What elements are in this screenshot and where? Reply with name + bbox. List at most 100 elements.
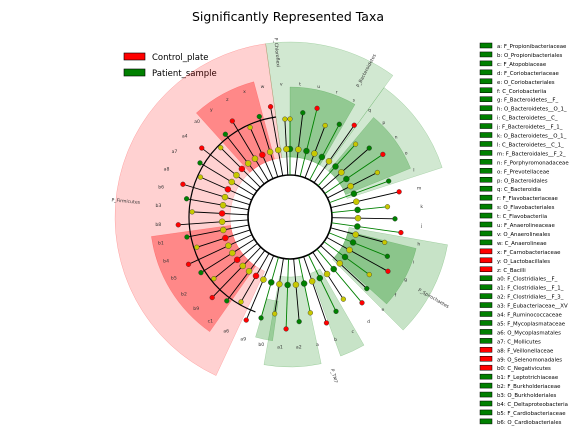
- tree-branch: [308, 254, 337, 312]
- taxa-label: q: C_Bacteroidia: [497, 187, 541, 193]
- sector-label: b0: [258, 342, 264, 348]
- clade-sector: [324, 87, 443, 199]
- taxa-label: s: O_Flavobacteriales: [497, 205, 555, 211]
- tree-branch: [199, 162, 255, 196]
- sector-label: r: [336, 90, 338, 96]
- tree-node: [392, 216, 398, 222]
- sector-label: s: [353, 98, 356, 103]
- clade-label: P_Chloroflexi: [272, 38, 281, 68]
- taxa-label: b3: O_Burkholderiales: [497, 393, 557, 399]
- taxa-swatch: [479, 338, 493, 344]
- tree-node: [266, 148, 274, 156]
- taxa-swatch: [479, 221, 493, 228]
- taxa-swatch: [479, 400, 493, 407]
- sector-label: a2: [296, 345, 302, 351]
- tree-node: [197, 174, 204, 180]
- tree-branch: [260, 257, 279, 319]
- tree-node: [260, 276, 267, 283]
- taxa-label: w: C_Anaerolineae: [497, 241, 547, 247]
- taxa-swatch: [479, 78, 493, 85]
- sector-label: a7: [172, 149, 178, 155]
- taxa-swatch: [479, 123, 493, 129]
- taxa-swatch: [479, 257, 493, 264]
- tree-node: [274, 146, 282, 154]
- cladogram-tree: [175, 104, 404, 332]
- sector-label: i: [413, 260, 414, 266]
- tree-branch: [186, 224, 249, 238]
- tree-branch: [188, 234, 253, 265]
- taxa-swatch: [479, 141, 493, 147]
- legend-swatch-patient-sample: [123, 68, 146, 77]
- sector-label: c1: [208, 318, 214, 324]
- tree-node: [308, 278, 316, 285]
- tree-branch: [211, 246, 262, 298]
- taxa-label: k: O_Bacteroidetes__O_1_: [497, 134, 567, 140]
- taxa-swatch: [479, 96, 493, 102]
- taxa-label: e: O_Coriobacteriales: [497, 80, 555, 86]
- tree-node: [374, 169, 380, 176]
- clade-sector: [328, 117, 411, 195]
- tree-branch: [329, 180, 389, 204]
- tree-node: [225, 242, 232, 249]
- tree-branch: [270, 106, 284, 176]
- sector-label: x: [243, 90, 246, 95]
- clade-label: P_TM7: [329, 368, 339, 384]
- clade-sectors: [114, 41, 448, 376]
- tree-branch: [331, 217, 395, 220]
- legend-swatch-control-plate: [123, 52, 146, 61]
- sector-label: b3: [155, 203, 161, 209]
- tree-node: [243, 317, 249, 323]
- tree-branch: [321, 147, 370, 190]
- tree-branch: [316, 248, 363, 304]
- taxa-swatch: [479, 185, 493, 192]
- tree-node: [311, 150, 318, 157]
- tree-node: [282, 116, 288, 122]
- tree-branch: [245, 255, 275, 321]
- tree-node: [382, 239, 388, 245]
- sector-label: a1: [277, 345, 283, 351]
- taxa-swatch: [479, 248, 493, 255]
- taxa-label: a6: O_Mycoplasmatales: [497, 330, 561, 336]
- tree-branch: [293, 258, 300, 322]
- tree-node: [284, 281, 291, 289]
- tree-node: [228, 178, 235, 186]
- sector-label: b5: [171, 276, 177, 282]
- tree-branch: [303, 256, 327, 324]
- tree-node: [222, 131, 228, 137]
- taxa-swatch: [479, 382, 493, 389]
- taxa-swatch: [479, 302, 493, 308]
- taxa-swatch: [479, 266, 493, 272]
- tree-node: [366, 145, 372, 151]
- taxa-swatch: [479, 114, 493, 120]
- tree-node: [233, 171, 240, 179]
- tree-branch: [285, 258, 289, 329]
- tree-node: [229, 249, 236, 257]
- tree-node: [300, 110, 306, 116]
- taxa-label: a0: F_Clostridiales__F_: [497, 277, 558, 283]
- taxa-label: z: C_Bacilli: [497, 268, 526, 274]
- taxa-label: a9: O_Selenomonadales: [497, 357, 562, 363]
- tree-node: [292, 281, 300, 288]
- tree-branch: [309, 124, 340, 181]
- taxa-swatch: [479, 212, 493, 219]
- tree-node: [398, 229, 404, 236]
- tree-node: [233, 256, 241, 263]
- tree-branch: [299, 108, 318, 177]
- tree-node: [256, 113, 262, 120]
- sector-label: y: [210, 108, 213, 113]
- tree-node: [272, 311, 278, 317]
- tree-node: [352, 141, 359, 147]
- tree-branch: [186, 198, 249, 211]
- tree-node: [341, 253, 349, 261]
- tree-node: [218, 210, 226, 217]
- tree-branch: [182, 183, 250, 206]
- taxa-swatch: [479, 409, 493, 416]
- tree-node: [359, 300, 365, 306]
- tree-node: [323, 270, 331, 278]
- taxa-label: g: F_Bacteroidetes__F_: [497, 98, 559, 104]
- taxa-swatch: [479, 284, 493, 290]
- tree-node: [267, 104, 274, 110]
- taxa-label: c: F_Atopobiaceae: [497, 62, 547, 68]
- clade-sector: [196, 81, 275, 173]
